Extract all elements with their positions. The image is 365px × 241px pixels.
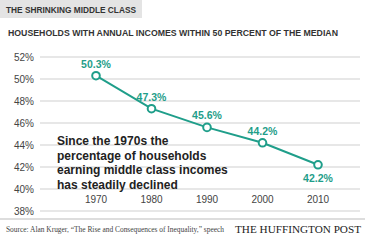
y-tick-label: 40% [14,184,34,195]
marker [92,72,100,80]
grid-line [40,79,360,80]
annotation: percentage of households [57,149,207,163]
annotation: earning middle class incomes [57,163,228,177]
grid-line [40,211,360,212]
data-label: 47.3% [137,91,167,103]
y-tick-label: 48% [14,96,34,107]
y-tick-label: 50% [14,74,34,85]
x-tick-label: 1980 [140,194,163,205]
marker [148,105,156,113]
x-tick-label: 2010 [307,194,330,205]
y-tick-label: 52% [14,52,34,63]
banner-box [0,0,142,18]
chart: THE SHRINKING MIDDLE CLASS HOUSEHOLDS WIT… [0,0,365,241]
data-label: 44.2% [248,125,278,137]
data-label: 45.6% [192,109,222,121]
grid-line [40,123,360,124]
annotation: has steadily declined [57,178,178,192]
annotation: Since the 1970s the [57,134,169,148]
publisher: THE HUFFINGTON POST [235,223,361,235]
y-tick-label: 42% [14,162,34,173]
x-tick-label: 1990 [196,194,219,205]
x-tick-label: 2000 [251,194,274,205]
y-tick-label: 38% [14,206,34,217]
banner: THE SHRINKING MIDDLE CLASS [6,4,136,15]
footer-rule [0,219,365,220]
data-label: 50.3% [81,58,111,70]
marker [203,124,211,132]
y-tick-label: 46% [14,118,34,129]
source: Source: Alan Kruger, “The Rise and Conse… [6,225,224,234]
x-tick-label: 1970 [85,194,108,205]
data-label: 42.2% [303,172,333,184]
marker [259,139,267,147]
title: HOUSEHOLDS WITH ANNUAL INCOMES WITHIN 50… [8,28,338,38]
grid-line [40,101,360,102]
y-tick-label: 44% [14,140,34,151]
marker [314,161,322,169]
